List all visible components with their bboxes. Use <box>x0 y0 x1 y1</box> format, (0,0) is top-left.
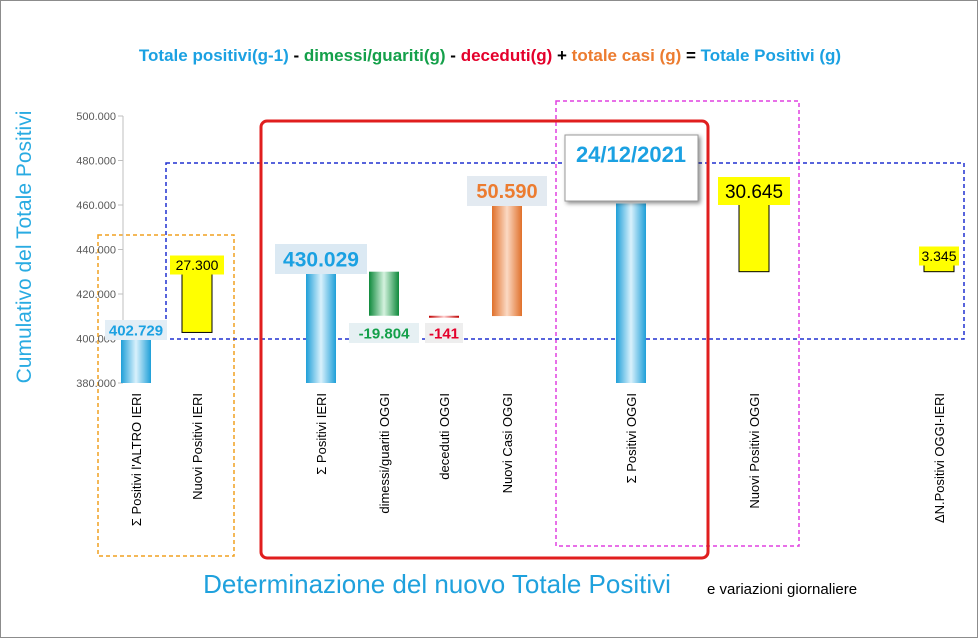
value-label-bg <box>170 255 224 275</box>
value-label-bg <box>275 244 367 274</box>
date-callout-box <box>564 134 699 202</box>
value-label-bg <box>105 320 167 340</box>
category-label: Σ Positivi l'ALTRO IERI <box>129 393 144 526</box>
value-label-bg <box>718 177 790 205</box>
y-tick-label: 480.000 <box>76 156 116 168</box>
category-label: dimessi/guariti OGGI <box>377 393 392 514</box>
red-box <box>259 119 710 560</box>
category-label: ΔN.Positivi OGGI-IERI <box>932 393 947 523</box>
annotation-boxes <box>97 100 965 560</box>
category-label: Nuovi Positivi OGGI <box>747 393 762 509</box>
category-label: Σ Positivi OGGI <box>624 393 639 483</box>
title-part-1: - <box>289 46 304 65</box>
y-axis-label: Cumulativo del Totale Positivi <box>13 111 36 384</box>
title-part-2: dimessi/guariti(g) <box>304 46 446 65</box>
value-label: -141 <box>429 325 459 342</box>
bar-0 <box>121 332 151 383</box>
value-label-bg <box>467 176 547 206</box>
y-tick-label: 500.000 <box>76 111 116 123</box>
category-labels-group: Σ Positivi l'ALTRO IERI Nuovi Positivi IE… <box>129 393 947 526</box>
value-label: -19.804 <box>359 325 411 342</box>
y-tick-label: 460.000 <box>76 200 116 212</box>
value-label-bg <box>919 246 959 266</box>
bar-5 <box>492 203 522 317</box>
bars-group <box>121 203 955 383</box>
bar-6 <box>616 203 646 383</box>
x-axis-sublabel: e variazioni giornaliere <box>707 581 857 598</box>
date-label: 24/12/2021 <box>576 142 686 167</box>
value-label-bg <box>349 323 419 343</box>
value-labels-group: 402.72927.300430.029-19.804-14150.590460… <box>105 176 959 343</box>
title-part-5: + <box>552 46 571 65</box>
orange-dashed-box <box>97 234 235 557</box>
category-label: Nuovi Casi OGGI <box>500 393 515 493</box>
title-part-4: deceduti(g) <box>461 46 553 65</box>
date-callout: 24/12/2021 <box>564 134 699 202</box>
y-tick-label: 380.000 <box>76 378 116 390</box>
category-label: Nuovi Positivi IERI <box>190 393 205 500</box>
bar-7 <box>738 203 770 273</box>
y-tick-label: 420.000 <box>76 289 116 301</box>
value-label-bg <box>425 323 463 343</box>
value-label: 3.345 <box>921 248 956 264</box>
bar-2 <box>306 271 336 383</box>
y-tick-label: 440.000 <box>76 245 116 257</box>
title-part-3: - <box>446 46 461 65</box>
value-label: 50.590 <box>476 181 537 203</box>
value-label: 430.029 <box>283 249 359 272</box>
title-part-8: Totale Positivi (g) <box>701 46 841 65</box>
title-part-7: = <box>681 46 700 65</box>
y-axis: 380.000400.000420.000440.000460.000480.0… <box>76 111 124 390</box>
bar-3 <box>369 271 399 316</box>
value-label: 402.729 <box>109 322 163 339</box>
category-label: Σ Positivi IERI <box>314 393 329 475</box>
x-axis-label: Determinazione del nuovo Totale Positivi <box>203 569 671 599</box>
value-label: 30.645 <box>725 182 783 203</box>
title-part-6: totale casi (g) <box>572 46 682 65</box>
chart-title: Totale positivi(g-1) - dimessi/guariti(g… <box>139 46 841 65</box>
title-part-0: Totale positivi(g-1) <box>139 46 289 65</box>
bar-4 <box>429 315 459 318</box>
category-label: deceduti OGGI <box>437 393 452 480</box>
value-label: 27.300 <box>176 257 219 273</box>
magenta-dashed-box <box>555 100 800 547</box>
bar-1 <box>181 271 213 333</box>
